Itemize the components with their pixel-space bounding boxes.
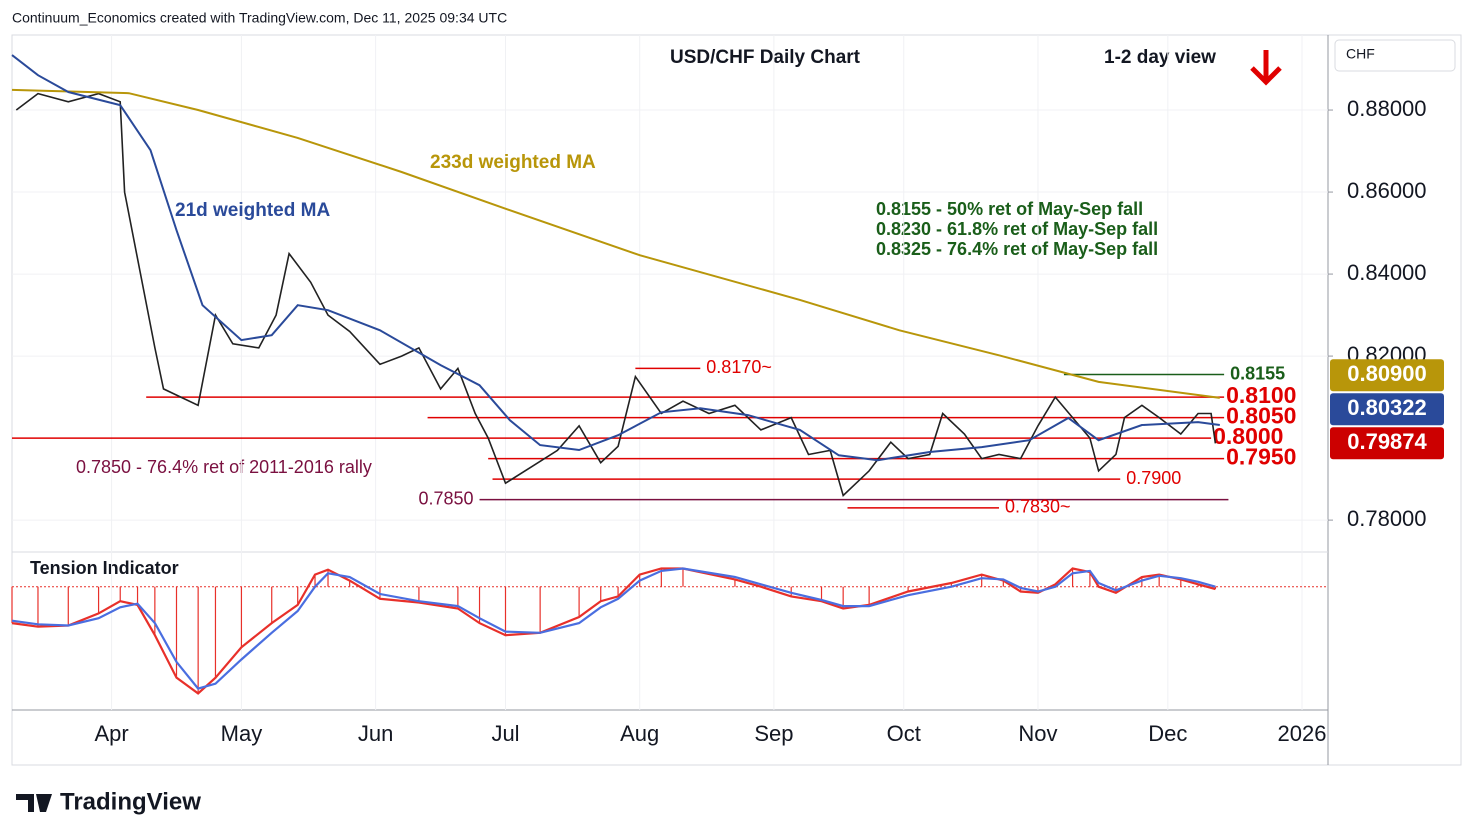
x-tick-label: Jul — [491, 721, 519, 746]
frame — [11, 34, 1462, 766]
series-line — [15, 92, 1217, 497]
level-label: 0.8155 — [1230, 363, 1285, 383]
x-tick-label: Oct — [887, 721, 921, 746]
annotation: 0.7850 - 76.4% ret of 2011-2016 rally — [76, 457, 372, 477]
level-label: 0.7850 — [418, 488, 473, 508]
level-label: 0.8050 — [1226, 403, 1296, 429]
level-label: 0.8170~ — [706, 357, 772, 377]
level-label: 0.8100 — [1226, 382, 1296, 408]
subtitle: 1-2 day view — [1104, 47, 1216, 68]
series-label: 21d weighted MA — [175, 200, 330, 221]
x-tick-label: Dec — [1148, 721, 1187, 746]
price-tag-label: 0.80900 — [1347, 361, 1427, 386]
x-tick-label: Aug — [620, 721, 659, 746]
brand-logo — [16, 794, 52, 812]
price-tag-label: 0.79874 — [1347, 429, 1427, 454]
note: 0.8325 - 76.4% ret of May-Sep fall — [876, 239, 1158, 259]
y-tick-label: 0.86000 — [1347, 178, 1427, 203]
y-tick-label: 0.88000 — [1347, 96, 1427, 121]
y-axis-label: CHF — [1346, 46, 1375, 62]
series-line — [11, 88, 1220, 399]
series-line — [11, 54, 1220, 462]
level-label: 0.7900 — [1126, 468, 1181, 488]
currency-box — [1334, 39, 1456, 72]
note: 0.8230 - 61.8% ret of May-Sep fall — [876, 219, 1158, 239]
y-tick-label: 0.78000 — [1347, 506, 1427, 531]
x-tick-label: Sep — [754, 721, 793, 746]
x-tick-label: Apr — [94, 721, 128, 746]
down-arrow — [1250, 50, 1282, 86]
y-tick-label: 0.84000 — [1347, 260, 1427, 285]
series-line — [11, 567, 1216, 690]
series-line — [11, 567, 1216, 695]
brand: TradingView — [60, 788, 201, 815]
x-tick-label: Jun — [358, 721, 393, 746]
credit: Continuum_Economics created with Trading… — [12, 10, 507, 26]
x-tick-label: 2026 — [1278, 721, 1327, 746]
price-tag-label: 0.80322 — [1347, 395, 1427, 420]
price-tag — [1330, 427, 1444, 460]
x-tick-label: Nov — [1018, 721, 1057, 746]
chart-title: USD/CHF Daily Chart — [670, 47, 861, 68]
note: 0.8155 - 50% ret of May-Sep fall — [876, 199, 1143, 219]
x-tick-label: May — [221, 721, 263, 746]
level-label: 0.7830~ — [1005, 497, 1071, 517]
level-label: 0.7950 — [1226, 444, 1296, 470]
panel-title: Tension Indicator — [30, 558, 179, 578]
price-tag — [1330, 393, 1444, 426]
level-label: 0.8000 — [1213, 423, 1283, 449]
price-tag — [1330, 359, 1444, 392]
series-label: 233d weighted MA — [430, 152, 596, 173]
